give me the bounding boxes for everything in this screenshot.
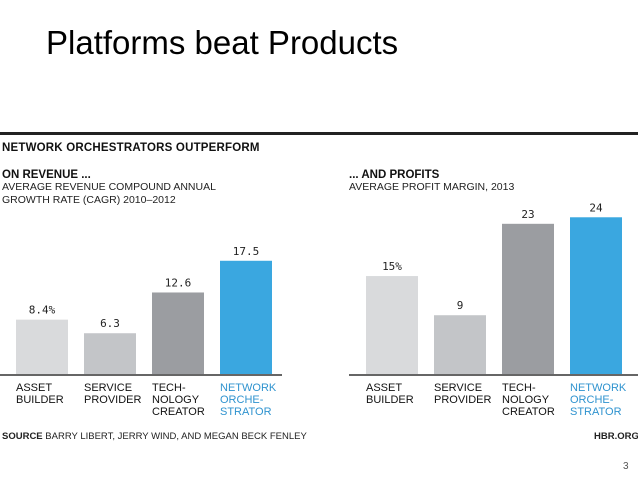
- profits-category-label: TECH-: [502, 382, 536, 394]
- revenue-panel-subtitle: AVERAGE REVENUE COMPOUND ANNUAL GROWTH R…: [2, 181, 262, 206]
- figure-title: NETWORK ORCHESTRATORS OUTPERFORM: [2, 142, 260, 154]
- profits-value-label: 23: [521, 208, 534, 221]
- revenue-bar: [16, 319, 68, 374]
- revenue-value-label: 17.5: [233, 245, 260, 258]
- revenue-value-label: 6.3: [100, 317, 120, 330]
- profits-category-label: NETWORK: [570, 382, 627, 394]
- revenue-bar: [152, 292, 204, 374]
- revenue-category-label: ORCHE-: [220, 394, 264, 406]
- profits-value-label: 9: [457, 299, 464, 312]
- profits-category-label: ORCHE-: [570, 394, 614, 406]
- page-number: 3: [623, 461, 629, 472]
- profits-value-label: 15%: [382, 260, 402, 273]
- revenue-category-label: PROVIDER: [84, 394, 142, 406]
- profits-category-label: BUILDER: [366, 394, 414, 406]
- revenue-category-label: TECH-: [152, 382, 186, 394]
- profits-category-label: PROVIDER: [434, 394, 492, 406]
- figure-top-rule: [0, 132, 638, 135]
- profits-subtitle-line-1: AVERAGE PROFIT MARGIN, 2013: [349, 181, 515, 193]
- source-label: SOURCE: [2, 431, 43, 442]
- revenue-value-label: 12.6: [165, 276, 192, 289]
- profits-category-label: STRATOR: [570, 406, 622, 418]
- revenue-category-label: ASSET: [16, 382, 52, 394]
- revenue-category-label: CREATOR: [152, 406, 205, 418]
- revenue-panel-title: ON REVENUE ...: [2, 169, 91, 181]
- revenue-subtitle-line-1: AVERAGE REVENUE COMPOUND ANNUAL: [2, 181, 216, 193]
- profits-value-label: 24: [589, 201, 603, 214]
- profits-bar: [434, 315, 486, 374]
- revenue-value-label: 8.4%: [29, 304, 56, 317]
- slide-title: Platforms beat Products: [46, 24, 399, 61]
- revenue-category-label: BUILDER: [16, 394, 64, 406]
- revenue-subtitle-line-2: GROWTH RATE (CAGR) 2010–2012: [2, 193, 176, 206]
- revenue-category-label: NETWORK: [220, 382, 277, 394]
- profits-category-label: CREATOR: [502, 406, 555, 418]
- source-note: SOURCE BARRY LIBERT, JERRY WIND, AND MEG…: [2, 431, 307, 442]
- revenue-category-label: STRATOR: [220, 406, 272, 418]
- profits-category-label: ASSET: [366, 382, 402, 394]
- revenue-category-label: NOLOGY: [152, 394, 200, 406]
- profits-panel-subtitle: AVERAGE PROFIT MARGIN, 2013: [349, 181, 609, 194]
- source-text: BARRY LIBERT, JERRY WIND, AND MEGAN BECK…: [45, 431, 307, 442]
- profits-category-label: NOLOGY: [502, 394, 550, 406]
- credit-hbr: HBR.ORG: [594, 431, 638, 442]
- revenue-bar: [84, 333, 136, 374]
- profits-panel-title: ... AND PROFITS: [349, 169, 440, 181]
- profits-bar: [502, 223, 554, 374]
- revenue-category-label: SERVICE: [84, 382, 132, 394]
- profits-category-label: SERVICE: [434, 382, 482, 394]
- revenue-bar: [220, 260, 272, 374]
- profits-bar: [570, 217, 622, 374]
- profits-bar: [366, 276, 418, 374]
